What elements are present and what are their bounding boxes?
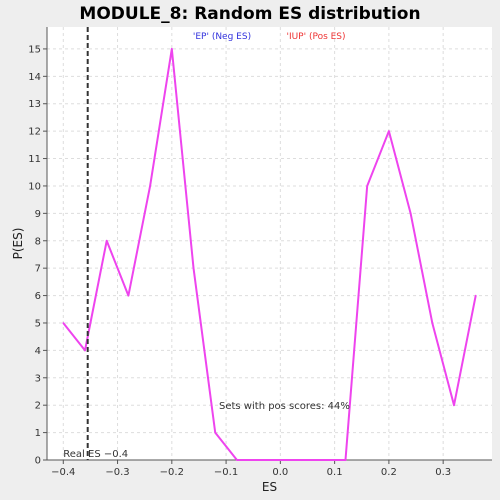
y-tick-label: 10 [28, 181, 41, 192]
data-point [453, 404, 455, 406]
y-tick-label: 14 [28, 72, 41, 83]
data-point [323, 459, 325, 461]
y-tick-label: 8 [35, 236, 41, 247]
y-tick-label: 9 [35, 209, 41, 220]
y-axis-title: P(ES) [11, 228, 25, 260]
pos-scores-annotation: Sets with pos scores: 44% [219, 401, 350, 412]
legend-entry: 'EP' (Neg ES) [193, 32, 251, 42]
data-point [410, 213, 412, 215]
x-tick-label: −0.3 [105, 467, 129, 478]
y-tick-label: 1 [35, 428, 41, 439]
plot-background [47, 27, 492, 460]
y-tick-label: 3 [35, 373, 41, 384]
chart-title: MODULE_8: Random ES distribution [79, 4, 420, 24]
data-point [149, 185, 151, 187]
y-tick-label: 0 [35, 456, 41, 467]
data-point [258, 459, 260, 461]
y-tick-label: 7 [35, 264, 41, 275]
x-axis-title: ES [262, 480, 277, 494]
x-tick-label: −0.4 [51, 467, 75, 478]
x-tick-label: 0.1 [327, 467, 343, 478]
data-point [214, 432, 216, 434]
data-point [432, 322, 434, 324]
y-tick-label: 5 [35, 318, 41, 329]
data-point [301, 459, 303, 461]
x-tick-label: 0.0 [272, 467, 288, 478]
y-tick-label: 2 [35, 401, 41, 412]
y-tick-label: 12 [28, 127, 41, 138]
x-tick-label: 0.2 [381, 467, 397, 478]
data-point [62, 322, 64, 324]
data-point [388, 130, 390, 132]
plot-area: −0.4 −0.3 −0.2 −0.1 0.0 0.1 0.2 0.3012345678910… [11, 27, 492, 494]
legend-entry: 'IUP' (Pos ES) [286, 32, 345, 42]
real-es-label: Real ES −0.4 [63, 449, 128, 460]
data-point [106, 240, 108, 242]
data-point [128, 295, 130, 297]
data-point [475, 295, 477, 297]
y-tick-label: 4 [35, 346, 41, 357]
data-point [366, 185, 368, 187]
y-tick-label: 6 [35, 291, 41, 302]
data-point [345, 459, 347, 461]
data-point [193, 267, 195, 269]
x-tick-label: −0.1 [214, 467, 238, 478]
data-point [171, 48, 173, 50]
y-tick-label: 11 [28, 154, 41, 165]
y-tick-label: 13 [28, 99, 41, 110]
data-point [236, 459, 238, 461]
data-point [280, 459, 282, 461]
data-point [84, 350, 86, 352]
x-tick-label: −0.2 [160, 467, 184, 478]
x-tick-label: 0.3 [435, 467, 451, 478]
y-tick-label: 15 [28, 44, 41, 55]
